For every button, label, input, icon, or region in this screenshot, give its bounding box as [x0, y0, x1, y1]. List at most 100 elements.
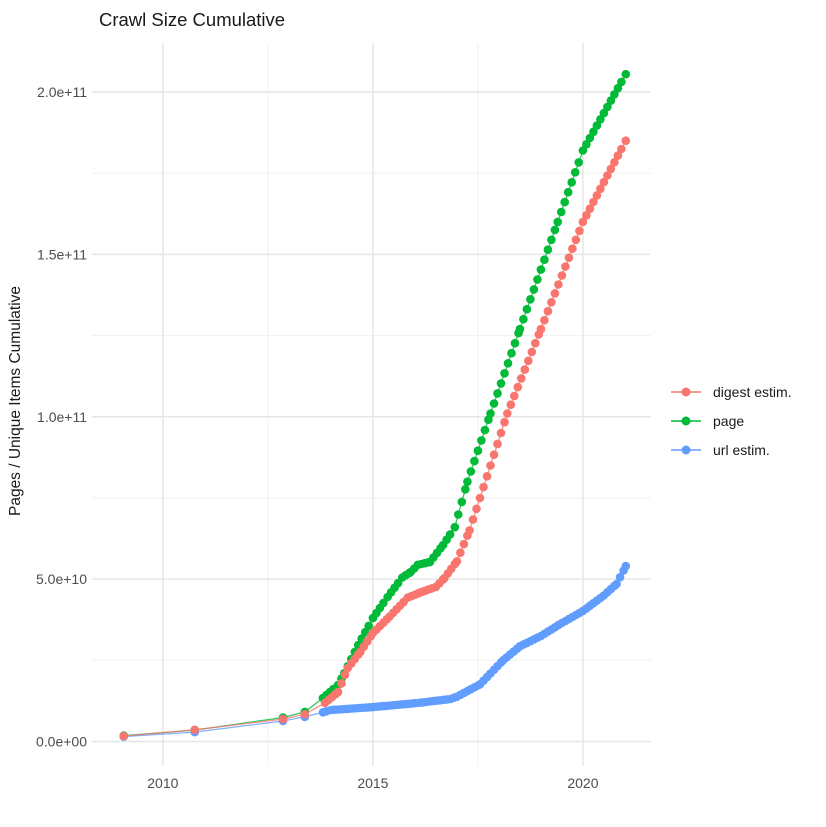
legend-point-icon: [681, 387, 691, 396]
data-point: [582, 211, 591, 220]
y-axis-title: Pages / Unique Items Cumulative: [7, 286, 24, 516]
data-point: [507, 348, 516, 358]
data-point: [486, 409, 495, 418]
data-point: [571, 235, 581, 245]
data-point: [522, 304, 532, 314]
gridlines-major: [92, 43, 651, 766]
data-point: [496, 379, 506, 388]
legend-item-page: page: [671, 406, 792, 435]
data-point: [524, 356, 533, 366]
data-point: [592, 191, 602, 200]
legend-key-swatch: [671, 415, 701, 427]
data-point: [592, 121, 602, 130]
data-point: [527, 347, 537, 357]
series-layer: [119, 69, 631, 741]
legend: digest estim. page url estim.: [671, 377, 792, 464]
data-point: [461, 485, 470, 494]
data-point: [486, 461, 495, 470]
data-point: [379, 598, 388, 608]
data-point: [503, 359, 513, 368]
legend-point-icon: [681, 416, 691, 425]
data-point: [493, 439, 502, 449]
data-point: [547, 298, 556, 307]
data-point: [190, 725, 200, 735]
data-point: [526, 295, 535, 304]
data-point: [489, 450, 499, 460]
data-point: [553, 217, 562, 227]
data-point: [557, 271, 567, 280]
data-point: [589, 197, 598, 207]
legend-item-label: page: [713, 412, 745, 429]
data-point: [468, 515, 478, 524]
data-point: [503, 409, 512, 418]
data-point: [513, 382, 523, 392]
data-point: [473, 446, 483, 456]
data-point: [568, 244, 577, 253]
data-point: [300, 709, 310, 719]
data-point: [613, 83, 623, 93]
data-point: [606, 164, 616, 174]
data-point: [463, 477, 472, 487]
x-tick-label: 2010: [147, 775, 178, 791]
data-point: [612, 579, 621, 589]
data-point: [500, 369, 509, 378]
legend-key-swatch: [671, 386, 701, 398]
data-point: [340, 670, 350, 679]
y-tick-label: 2.0e+11: [37, 84, 87, 100]
data-point: [574, 158, 583, 167]
data-point: [617, 144, 626, 154]
legend-item-label: digest estim.: [713, 383, 792, 400]
data-point: [556, 207, 566, 217]
data-point: [450, 522, 460, 532]
data-point: [585, 204, 595, 213]
data-point: [465, 526, 474, 535]
data-point: [567, 178, 576, 187]
data-point: [621, 561, 631, 571]
data-point: [540, 255, 549, 264]
legend-item-label: url estim.: [713, 441, 770, 458]
data-point: [578, 217, 588, 227]
data-point: [510, 338, 520, 348]
data-point: [459, 539, 469, 549]
legend-key-swatch: [671, 444, 701, 456]
data-point: [480, 425, 490, 435]
data-point: [563, 187, 573, 197]
data-point: [457, 497, 467, 507]
data-point: [500, 417, 509, 427]
data-point: [531, 338, 540, 348]
x-tick-label: 2020: [567, 775, 598, 791]
data-point: [510, 391, 519, 401]
data-point: [466, 467, 476, 476]
data-point: [610, 158, 619, 167]
data-point: [454, 510, 463, 519]
y-tick-label: 1.0e+11: [37, 409, 87, 425]
data-point: [540, 315, 549, 325]
data-point: [596, 184, 605, 194]
data-point: [496, 428, 506, 438]
data-point: [333, 687, 343, 697]
data-point: [470, 456, 479, 466]
data-point: [603, 171, 612, 180]
data-point: [550, 225, 560, 235]
data-point: [533, 275, 542, 284]
legend-point-icon: [681, 445, 691, 454]
gridlines-minor: [92, 43, 651, 766]
data-point: [456, 548, 465, 557]
data-point: [570, 168, 580, 177]
data-point: [519, 314, 528, 324]
data-point: [543, 245, 553, 254]
chart-title: Crawl Size Cumulative: [99, 9, 285, 30]
data-point: [278, 714, 288, 724]
y-tick-label: 0.0e+00: [36, 733, 87, 749]
series-digest-estim: [119, 136, 631, 741]
data-point: [119, 731, 129, 741]
data-point: [489, 399, 499, 408]
data-point: [520, 365, 530, 374]
series-page: [119, 69, 631, 740]
data-point: [564, 253, 574, 262]
data-point: [560, 197, 569, 207]
data-point: [506, 400, 516, 410]
data-point: [337, 679, 346, 688]
data-point: [536, 265, 546, 274]
